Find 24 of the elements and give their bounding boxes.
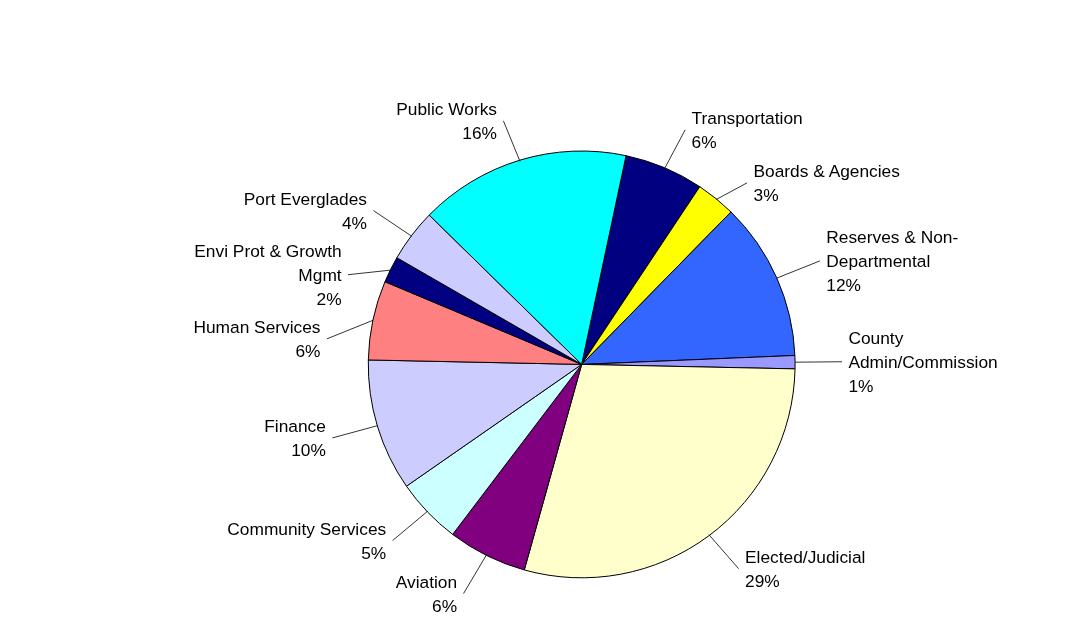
data-label: 2% — [316, 288, 342, 309]
data-label: 6% — [295, 340, 321, 361]
data-label: 12% — [826, 274, 861, 295]
slice-label: Elected/Judicial — [745, 546, 866, 567]
data-label: 6% — [432, 595, 458, 616]
slice-label: Boards & Agencies — [753, 160, 901, 181]
slice-label: County Admin/Commission — [848, 327, 998, 372]
data-label: 16% — [462, 122, 497, 143]
data-label: 1% — [848, 375, 874, 396]
data-label: 5% — [361, 542, 387, 563]
slice-label: Envi Prot & Growth Mgmt — [194, 240, 342, 285]
slice-label: Community Services — [227, 518, 387, 539]
data-label: 3% — [753, 184, 779, 205]
slice-label: Aviation — [395, 571, 458, 592]
data-label: 4% — [341, 212, 368, 233]
slice-label: Finance — [264, 415, 326, 436]
data-label: 6% — [691, 131, 717, 152]
data-label: 10% — [291, 439, 326, 460]
data-label: 29% — [745, 570, 780, 591]
slice-label: Transportation — [691, 107, 803, 128]
slice-label: Reserves & Non-Departmental — [826, 226, 959, 271]
slice-label: Human Services — [193, 316, 321, 337]
slice-label: Port Everglades — [243, 188, 368, 209]
slice-label: Public Works — [396, 98, 498, 119]
